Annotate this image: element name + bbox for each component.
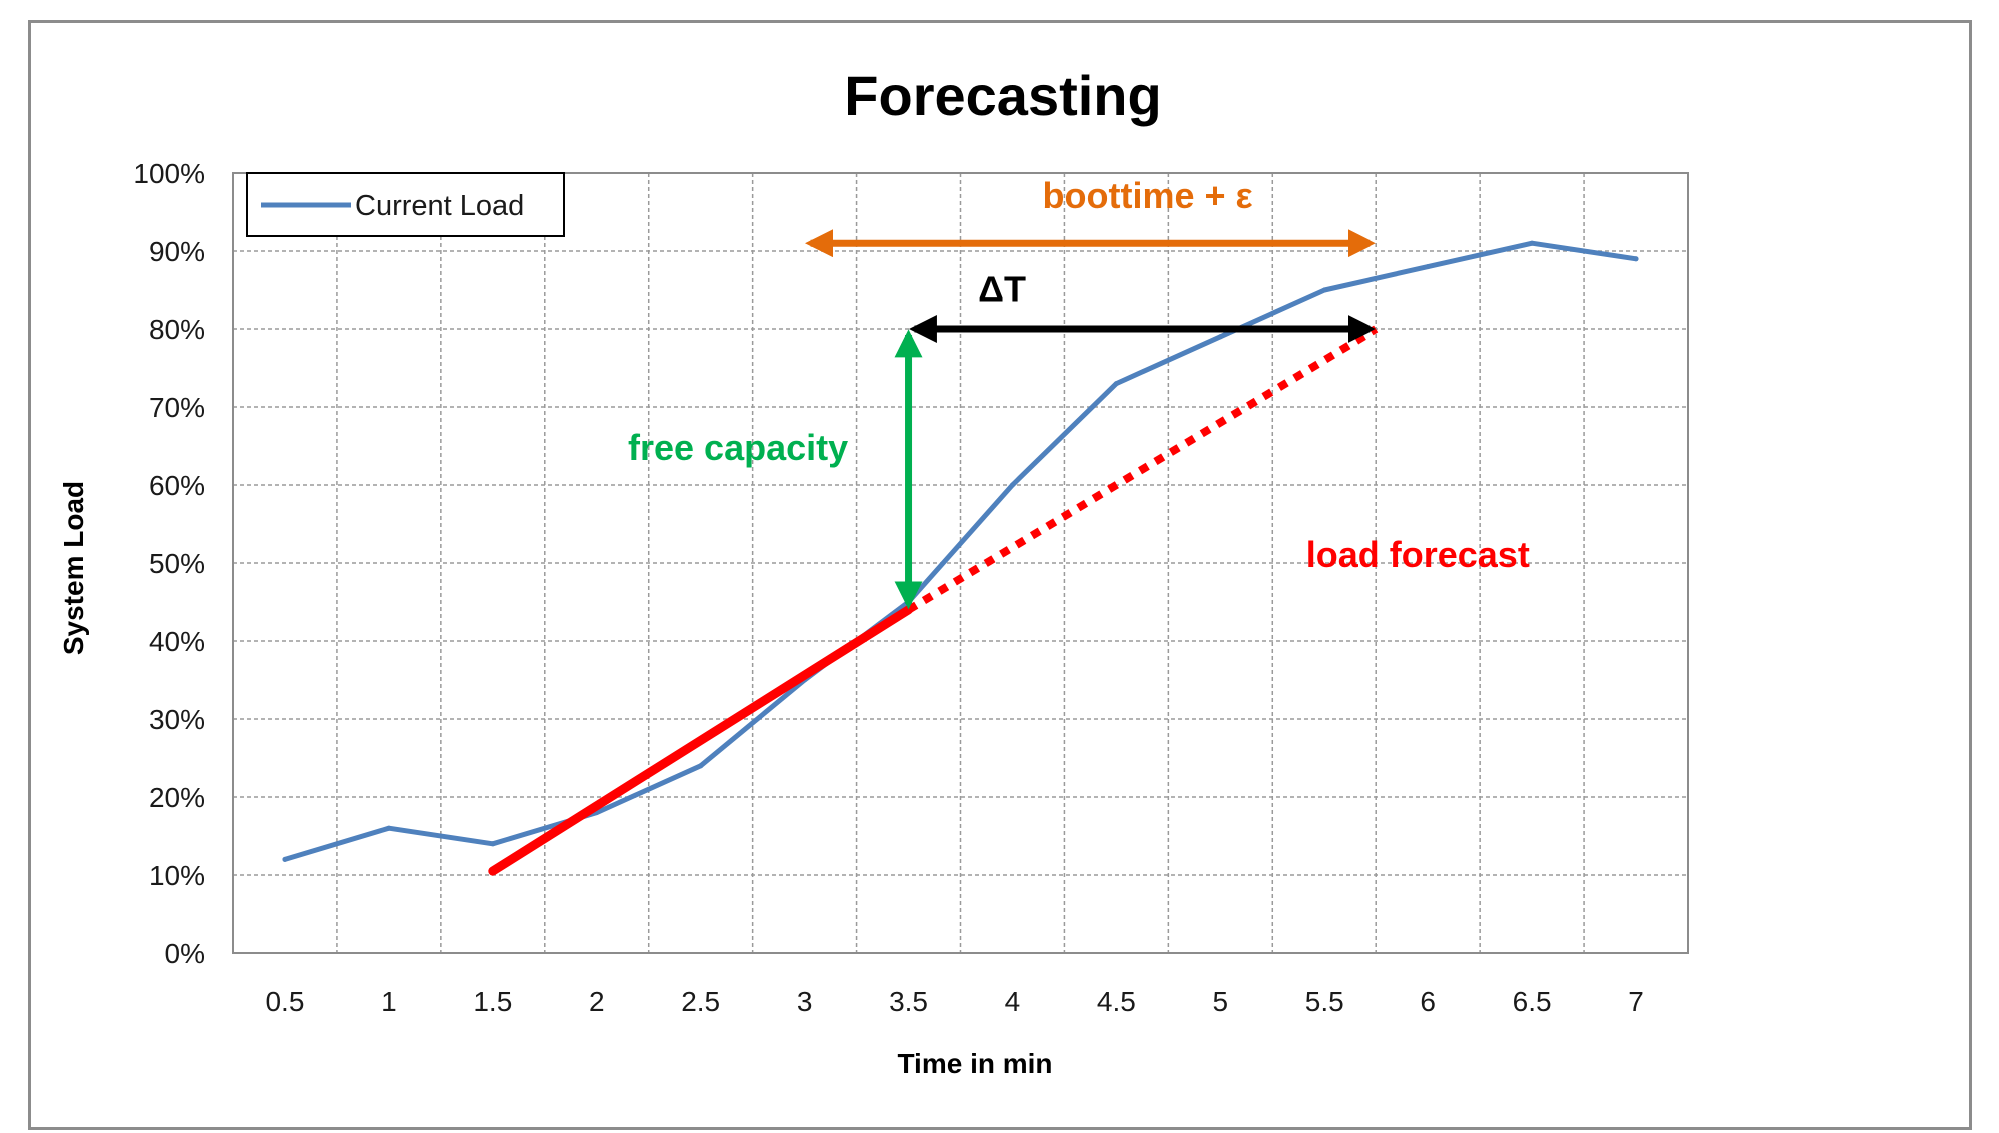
x-tick-label: 6.5 xyxy=(1513,986,1552,1017)
x-tick-label: 0.5 xyxy=(265,986,304,1017)
plot-area-border xyxy=(232,172,1689,954)
x-tick-label: 6 xyxy=(1420,986,1436,1017)
y-tick-label: 70% xyxy=(149,392,205,423)
boottime-label: boottime + ε xyxy=(1043,175,1253,216)
data-point xyxy=(1321,287,1327,293)
x-tick-label: 2.5 xyxy=(681,986,720,1017)
y-axis-title: System Load xyxy=(58,481,89,655)
x-axis-title: Time in min xyxy=(897,1048,1052,1079)
x-tick-label: 3 xyxy=(797,986,813,1017)
x-tick-label: 4.5 xyxy=(1097,986,1136,1017)
data-point xyxy=(1009,482,1015,488)
x-tick-label: 5 xyxy=(1213,986,1229,1017)
legend: Current Load xyxy=(246,172,565,237)
y-tick-label: 10% xyxy=(149,860,205,891)
series-layer xyxy=(282,240,1639,862)
delta-t-label: ΔT xyxy=(978,269,1026,310)
load-forecast-label: load forecast xyxy=(1306,534,1530,575)
x-tick-label: 5.5 xyxy=(1305,986,1344,1017)
x-tick-label: 4 xyxy=(1005,986,1021,1017)
data-point xyxy=(1217,334,1223,340)
x-tick-label: 7 xyxy=(1628,986,1644,1017)
data-point xyxy=(1113,381,1119,387)
data-point xyxy=(386,825,392,831)
data-point xyxy=(490,841,496,847)
annotation-layer: load forecast free capacity ΔT boottime + ε xyxy=(488,175,1530,876)
free-capacity-label: free capacity xyxy=(628,427,848,468)
y-tick-label: 20% xyxy=(149,782,205,813)
y-axis-ticks: 0% 10% 20% 30% 40% 50% 60% 70% 80% 90% 100% xyxy=(133,158,205,969)
y-tick-label: 30% xyxy=(149,704,205,735)
y-tick-label: 40% xyxy=(149,626,205,657)
x-tick-label: 1 xyxy=(381,986,397,1017)
forecast-line-dotted xyxy=(906,325,1379,614)
data-point xyxy=(282,856,288,862)
forecast-line-solid xyxy=(488,605,914,876)
data-point xyxy=(1529,240,1535,246)
x-tick-label: 2 xyxy=(589,986,605,1017)
chart-frame: Forecasting 0% 10% 20% 30% 40% 50% 60% 70% 80% 90… xyxy=(28,20,1972,1130)
y-tick-label: 100% xyxy=(133,158,205,189)
x-tick-label: 3.5 xyxy=(889,986,928,1017)
x-tick-label: 1.5 xyxy=(473,986,512,1017)
series-line-current-load xyxy=(282,240,1639,862)
y-tick-label: 90% xyxy=(149,236,205,267)
y-tick-label: 80% xyxy=(149,314,205,345)
data-point xyxy=(1425,264,1431,270)
forecasting-chart: Forecasting 0% 10% 20% 30% 40% 50% 60% 70% 80% 90… xyxy=(58,64,1689,1079)
x-axis-ticks: 0.5 1 1.5 2 2.5 3 3.5 4 4.5 5 5.5 6 6.5 7 xyxy=(265,986,1643,1017)
data-point xyxy=(1633,256,1639,262)
y-tick-label: 0% xyxy=(165,938,205,969)
y-tick-label: 60% xyxy=(149,470,205,501)
legend-label-current-load: Current Load xyxy=(355,190,524,222)
y-tick-label: 50% xyxy=(149,548,205,579)
chart-title: Forecasting xyxy=(844,64,1161,127)
data-point xyxy=(698,763,704,769)
